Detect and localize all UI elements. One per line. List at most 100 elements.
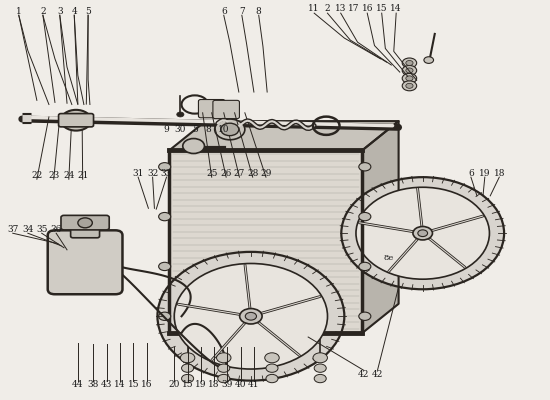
Text: 37: 37 [7,224,19,234]
Text: 27: 27 [234,168,245,178]
Text: 6: 6 [468,168,474,178]
Text: 5: 5 [85,6,91,16]
FancyBboxPatch shape [48,230,123,294]
Text: 14: 14 [390,4,402,14]
Text: 2: 2 [324,4,330,14]
Text: 2: 2 [40,6,46,16]
Circle shape [265,353,279,363]
Circle shape [402,58,417,68]
Circle shape [78,218,92,228]
Circle shape [314,364,326,372]
Circle shape [266,374,278,383]
Polygon shape [362,121,399,333]
Circle shape [217,353,231,363]
Circle shape [359,163,371,171]
Circle shape [413,226,432,240]
Text: 40: 40 [235,380,246,389]
Circle shape [158,312,170,320]
Circle shape [402,66,417,76]
Circle shape [402,81,417,91]
FancyBboxPatch shape [199,100,225,118]
Circle shape [180,353,195,363]
Text: 18: 18 [493,168,505,178]
FancyBboxPatch shape [213,100,239,119]
Text: 3: 3 [57,6,63,16]
Circle shape [359,312,371,320]
Circle shape [406,76,413,81]
Text: 41: 41 [248,380,260,389]
Text: 30: 30 [175,125,186,134]
Circle shape [158,163,170,171]
Circle shape [158,212,170,221]
Circle shape [183,138,205,154]
Circle shape [214,119,245,140]
Text: 32: 32 [147,168,158,178]
Text: 28: 28 [247,168,258,178]
Text: 22: 22 [31,170,42,180]
Circle shape [418,230,427,236]
Text: 14: 14 [114,380,126,389]
Circle shape [406,60,413,66]
Text: 8: 8 [256,6,262,16]
Text: 7: 7 [239,6,245,16]
Circle shape [157,252,344,381]
Polygon shape [169,150,362,333]
Circle shape [218,364,230,372]
Text: 19: 19 [195,380,207,389]
Circle shape [221,123,239,136]
Text: 34: 34 [22,224,34,234]
Circle shape [359,262,371,270]
Text: 38: 38 [87,380,98,389]
Circle shape [406,68,413,73]
Circle shape [61,110,91,131]
Polygon shape [169,121,399,150]
Text: 13: 13 [335,4,346,14]
Circle shape [313,353,327,363]
Text: 11: 11 [309,4,320,14]
Text: 35: 35 [36,224,47,234]
Text: 23: 23 [48,170,59,180]
Circle shape [218,374,230,383]
Circle shape [266,364,278,372]
Circle shape [240,308,262,324]
Text: 29: 29 [260,168,272,178]
Circle shape [182,374,194,383]
Text: 26: 26 [221,168,232,178]
Circle shape [356,187,490,279]
Text: 21: 21 [77,170,89,180]
Text: 8e: 8e [383,254,394,262]
Text: 15: 15 [376,4,388,14]
Text: 15: 15 [182,380,194,389]
Text: 31: 31 [133,168,144,178]
Text: 4: 4 [72,6,77,16]
Circle shape [359,212,371,221]
Text: 43: 43 [101,380,113,389]
Text: 25: 25 [206,168,217,178]
FancyBboxPatch shape [58,114,94,127]
Text: 24: 24 [63,170,74,180]
Text: 8: 8 [206,125,212,134]
Text: 18: 18 [208,380,220,389]
Circle shape [177,112,184,117]
Text: 20: 20 [169,380,180,389]
Text: 39: 39 [222,380,233,389]
Circle shape [406,83,413,88]
Text: 19: 19 [479,168,491,178]
Text: 36: 36 [51,224,62,234]
Text: 6: 6 [221,6,227,16]
Text: 42: 42 [372,370,383,379]
Text: 1: 1 [16,6,21,16]
Circle shape [342,177,504,289]
Text: 42: 42 [358,370,369,379]
Circle shape [245,312,256,320]
Text: 15: 15 [128,380,139,389]
Circle shape [174,264,327,369]
Text: 9: 9 [163,125,169,134]
Text: 33: 33 [161,168,172,178]
Text: 44: 44 [72,380,84,389]
Circle shape [158,262,170,270]
Circle shape [402,73,417,83]
Circle shape [424,57,433,63]
Text: 16: 16 [361,4,373,14]
Text: 10: 10 [218,125,229,134]
